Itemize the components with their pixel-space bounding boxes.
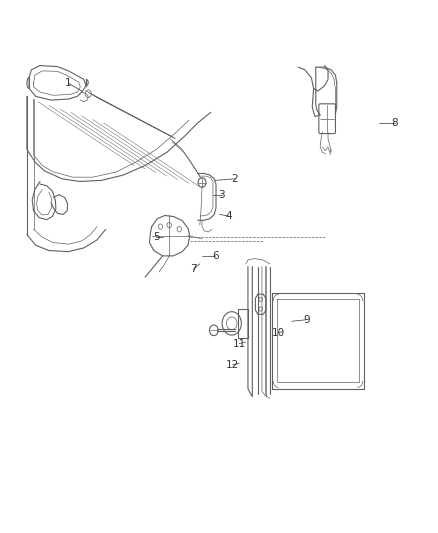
Text: 11: 11 bbox=[232, 338, 245, 349]
Text: 3: 3 bbox=[218, 190, 225, 200]
Text: 7: 7 bbox=[190, 264, 196, 274]
Text: 5: 5 bbox=[152, 232, 159, 243]
Text: 1: 1 bbox=[65, 78, 72, 88]
Text: 2: 2 bbox=[231, 174, 237, 184]
Text: 9: 9 bbox=[303, 314, 310, 325]
Text: 6: 6 bbox=[211, 251, 218, 261]
Text: 12: 12 bbox=[226, 360, 239, 370]
Text: 8: 8 bbox=[390, 118, 397, 128]
Text: 10: 10 bbox=[272, 328, 285, 338]
Text: 4: 4 bbox=[224, 211, 231, 221]
